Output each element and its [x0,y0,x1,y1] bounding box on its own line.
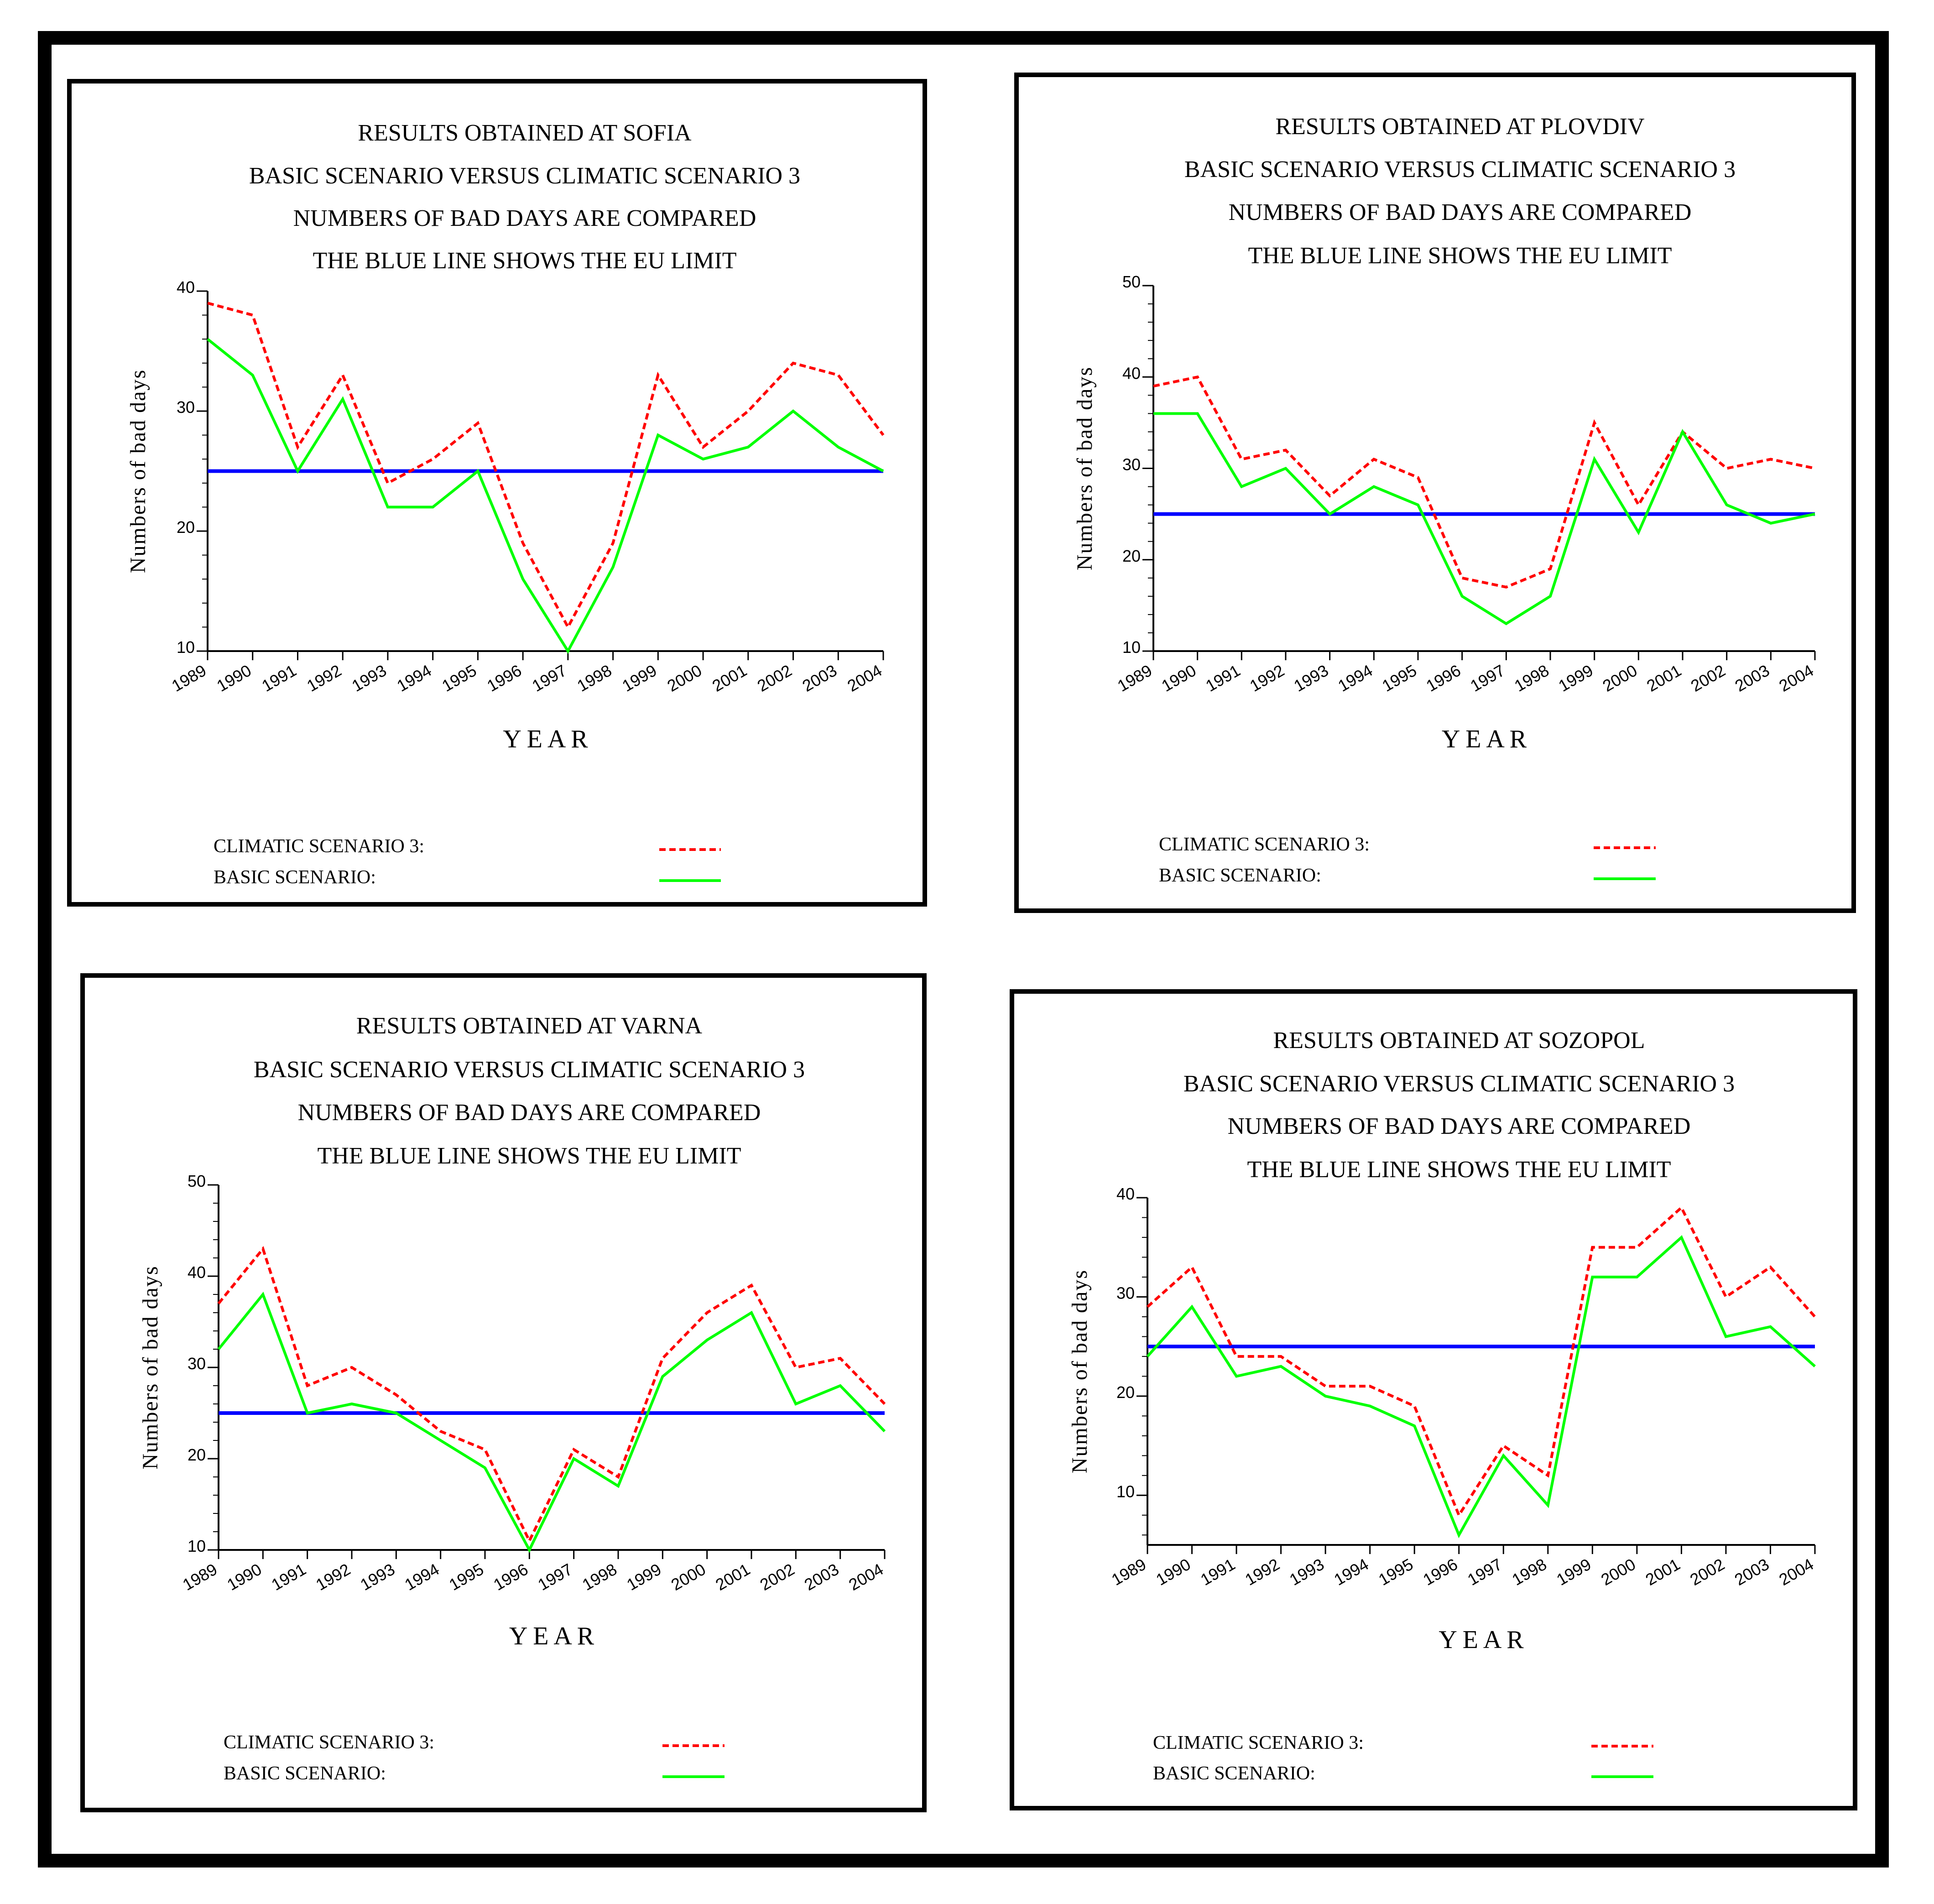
y-tick-label: 30 [177,398,195,417]
climatic-scenario-line [217,1246,886,1544]
basic-scenario-line [207,338,884,654]
y-axis-label: Numbers of bad days [1073,366,1097,570]
basic-scenario-line [217,1292,886,1553]
chart-panel-4: RESULTS OBTAINED AT SOZOPOL BASIC SCENARI… [1010,989,1857,1810]
y-tick-label: 20 [177,518,195,537]
y-axis-label: Numbers of bad days [1068,1269,1092,1473]
x-axis-label: Y E A R [1439,1626,1524,1654]
chart-title-line: NUMBERS OF BAD DAYS ARE COMPARED [293,205,756,231]
chart-title-line: BASIC SCENARIO VERSUS CLIMATIC SCENARIO … [254,1057,805,1083]
y-tick-label: 40 [1122,364,1141,382]
y-tick-label: 50 [188,1172,206,1190]
chart-title-line: NUMBERS OF BAD DAYS ARE COMPARED [1228,1113,1691,1139]
chart-title-line: NUMBERS OF BAD DAYS ARE COMPARED [1229,199,1692,225]
chart-border [1014,73,1856,913]
chart-title-line: BASIC SCENARIO VERSUS CLIMATIC SCENARIO … [1184,156,1736,183]
legend-label: CLIMATIC SCENARIO 3: [214,836,424,857]
basic-scenario-line [1146,1235,1816,1539]
y-tick-label: 40 [177,278,195,297]
legend-label: CLIMATIC SCENARIO 3: [1153,1732,1364,1753]
climatic-scenario-line [1147,1205,1816,1518]
legend-label: BASIC SCENARIO: [224,1763,386,1784]
chart-title-line: RESULTS OBTAINED AT SOFIA [358,120,692,146]
chart-title-line: THE BLUE LINE SHOWS THE EU LIMIT [313,248,736,274]
y-tick-label: 10 [1116,1482,1135,1501]
y-tick-label: 50 [1122,272,1141,291]
chart-title-line: THE BLUE LINE SHOWS THE EU LIMIT [1248,243,1672,269]
legend-label: CLIMATIC SCENARIO 3: [1159,834,1370,855]
y-tick-label: 30 [1116,1283,1135,1302]
y-tick-label: 20 [1122,547,1141,565]
x-axis-label: Y E A R [509,1622,594,1650]
chart-border [67,79,927,907]
y-axis-label: Numbers of bad days [126,369,150,573]
chart-panel-3: RESULTS OBTAINED AT VARNA BASIC SCENARIO … [80,973,927,1812]
y-tick-label: 20 [1116,1383,1135,1402]
y-tick-label: 30 [1122,455,1141,474]
legend-label: CLIMATIC SCENARIO 3: [224,1732,434,1753]
chart-panel-1: RESULTS OBTAINED AT SOFIA BASIC SCENARIO … [67,79,927,907]
x-axis-label: Y E A R [503,725,588,753]
y-axis-label: Numbers of bad days [138,1265,162,1469]
chart-border [80,973,927,1812]
x-axis-label: Y E A R [1442,725,1527,753]
y-tick-label: 40 [188,1263,206,1282]
chart-title-line: BASIC SCENARIO VERSUS CLIMATIC SCENARIO … [1183,1071,1735,1097]
y-tick-label: 40 [1116,1184,1135,1203]
legend-label: BASIC SCENARIO: [1159,865,1321,886]
legend-label: BASIC SCENARIO: [214,867,376,888]
y-tick-label: 30 [188,1354,206,1373]
chart-title-line: RESULTS OBTAINED AT PLOVDIV [1275,114,1644,140]
chart-title-line: RESULTS OBTAINED AT SOZOPOL [1273,1028,1645,1054]
climatic-scenario-line [207,302,885,630]
y-tick-label: 10 [188,1537,206,1555]
y-tick-label: 10 [177,638,195,657]
legend-label: BASIC SCENARIO: [1153,1763,1315,1784]
chart-title-line: THE BLUE LINE SHOWS THE EU LIMIT [317,1143,741,1169]
chart-title-line: RESULTS OBTAINED AT VARNA [356,1013,703,1039]
chart-title-line: NUMBERS OF BAD DAYS ARE COMPARED [298,1100,761,1126]
y-tick-label: 10 [1122,638,1141,657]
chart-border [1010,989,1857,1810]
chart-title-line: THE BLUE LINE SHOWS THE EU LIMIT [1247,1157,1671,1183]
chart-title-line: BASIC SCENARIO VERSUS CLIMATIC SCENARIO … [249,163,800,189]
chart-panel-2: RESULTS OBTAINED AT PLOVDIV BASIC SCENARI… [1014,73,1856,913]
basic-scenario-line [1153,412,1815,626]
climatic-scenario-line [1153,375,1815,589]
y-tick-label: 20 [188,1445,206,1464]
